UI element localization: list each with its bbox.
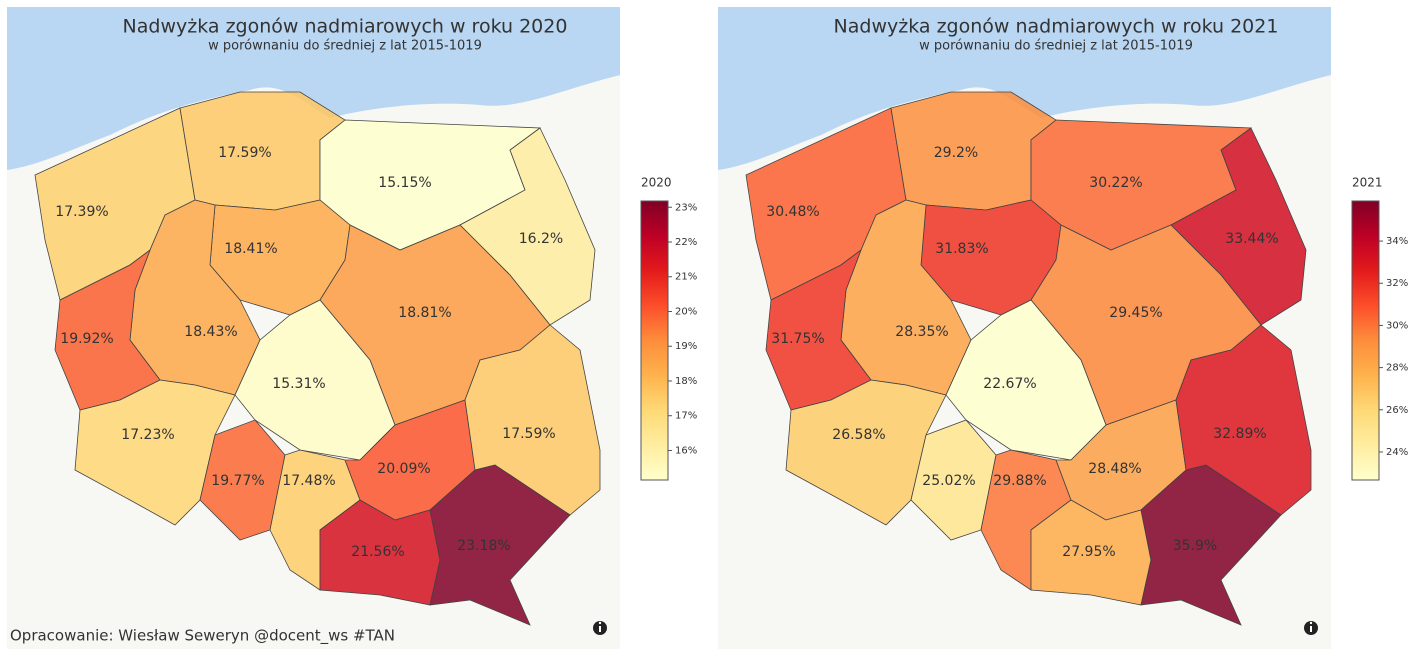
region [945,299,1107,461]
colorbar-tick-label: 26% [1386,405,1408,416]
colorbar-tick-label: 22% [675,237,697,248]
region [1140,464,1282,626]
region-label: 21.56% [351,544,404,560]
region-label: 32.89% [1213,426,1266,442]
colorbar-tick-label: 32% [1386,278,1408,289]
colorbar-tick-label: 18% [675,376,697,387]
sea [718,7,1331,170]
colorbar-tick-label: 24% [1386,447,1408,458]
region-label: 35.9% [1173,538,1217,554]
region-label: 25.02% [922,473,975,489]
colorbar-tick-label: 34% [1386,236,1408,247]
colorbar-tick-label: 19% [675,341,697,352]
region-label: 15.31% [272,376,325,392]
map-panel: 17.39% 17.59% 15.15% 16.2% 18.41% 18.43% 19.92… [7,7,697,649]
region-label: 26.58% [832,427,885,443]
colorbar-tick-label: 21% [675,272,697,283]
colorbar-title: 2021 [1352,176,1383,190]
region-label: 16.2% [519,231,563,247]
colorbar-tick-label: 30% [1386,320,1408,331]
region-label: 17.23% [121,427,174,443]
colorbar [1351,200,1380,481]
region-label: 18.81% [398,305,451,321]
region-label: 28.48% [1088,461,1141,477]
info-icon-mark [1310,626,1312,632]
region-label: 22.67% [983,376,1036,392]
region-label: 27.95% [1062,544,1115,560]
region-label: 18.43% [184,324,237,340]
info-icon[interactable] [593,621,607,635]
map-subtitle: w porównaniu do średniej z lat 2015-1019 [208,39,482,54]
region-label: 28.35% [895,324,948,340]
region-label: 20.09% [377,461,430,477]
colorbar-tick-label: 23% [675,202,697,213]
region-label: 31.75% [771,331,824,347]
region-label: 19.92% [60,331,113,347]
region-label: 31.83% [935,241,988,257]
info-icon-dot [1309,621,1313,625]
region-label: 17.48% [282,473,335,489]
region-label: 17.59% [502,426,555,442]
colorbar-title: 2020 [641,176,672,190]
region [54,248,161,411]
region-label: 33.44% [1225,231,1278,247]
colorbar-tick-label: 16% [675,445,697,456]
region [429,464,571,626]
region-label: 29.45% [1109,305,1162,321]
footer: Opracowanie: Wiesław Seweryn @docent_ws … [10,627,395,646]
region-label: 29.2% [934,145,978,161]
region-label: 30.48% [766,204,819,220]
colorbar-tick-label: 28% [1386,363,1408,374]
info-icon-mark [599,626,601,632]
region-label: 19.77% [211,473,264,489]
colorbar-tick-label: 17% [675,411,697,422]
region-label: 29.88% [993,473,1046,489]
region-label: 17.59% [218,145,271,161]
region-label: 15.15% [378,175,431,191]
info-icon-dot [598,621,602,625]
region-label: 30.22% [1089,175,1142,191]
map-panel: 30.48% 29.2% 30.22% 33.44% 31.83% 28.35% 31.75… [718,7,1408,649]
region [234,299,396,461]
sea [7,7,620,170]
region [765,248,872,411]
info-icon[interactable] [1304,621,1318,635]
map-title: Nadwyżka zgonów nadmiarowych w roku 2020 [123,16,568,38]
colorbar-tick-label: 20% [675,306,697,317]
map-title: Nadwyżka zgonów nadmiarowych w roku 2021 [834,16,1279,38]
colorbar [640,200,669,481]
map-subtitle: w porównaniu do średniej z lat 2015-1019 [919,39,1193,54]
region-label: 17.39% [55,204,108,220]
region-label: 18.41% [224,241,277,257]
region-label: 23.18% [457,538,510,554]
